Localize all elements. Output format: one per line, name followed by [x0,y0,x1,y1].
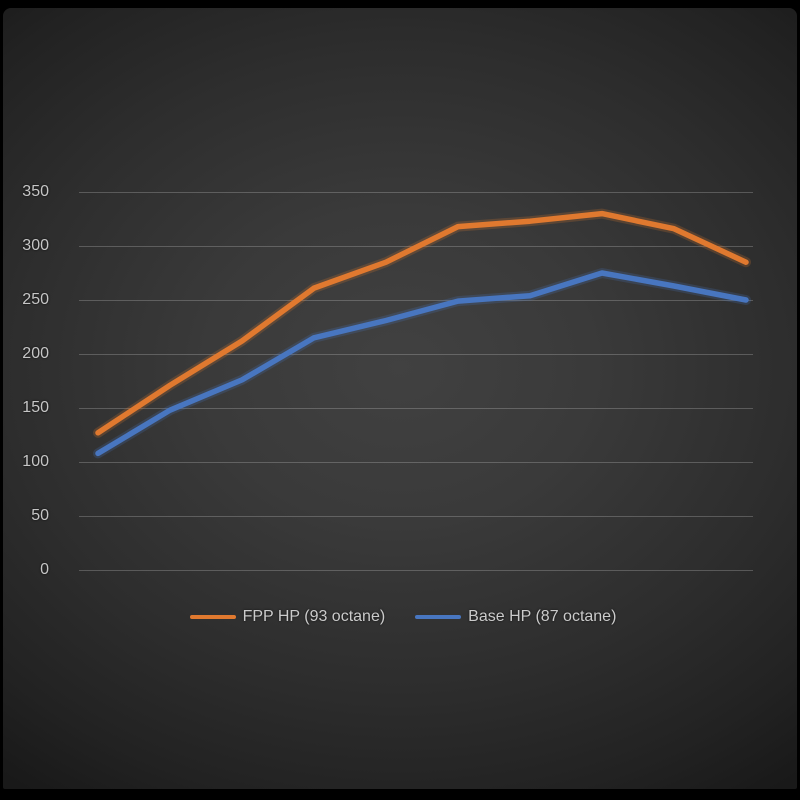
legend-swatch-line [415,615,462,619]
gridline [79,516,753,517]
photo-background: 350 300 250 200 150 100 50 0 FPP HP (93 octane)… [3,8,797,789]
gridline [79,408,753,409]
legend: FPP HP (93 octane) Base HP (87 octane) [3,607,800,627]
y-axis-tick-label: 150 [22,399,49,416]
fpp-hp-line [95,210,749,436]
base-hp-line-glow [93,268,751,459]
gridline [79,570,753,571]
y-axis-tick-label: 350 [22,183,49,200]
y-axis-tick-label: 200 [22,345,49,362]
legend-item-fpp-hp: FPP HP (93 octane) [189,607,386,627]
legend-item-base-hp: Base HP (87 octane) [415,607,616,627]
y-axis-tick-label: 0 [40,561,49,578]
base-hp-line [95,270,749,457]
gridline [79,462,753,463]
legend-label: FPP HP (93 octane) [242,608,386,625]
y-axis-tick-label: 250 [22,291,49,308]
gridline [79,192,753,193]
y-axis-tick-label: 100 [22,453,49,470]
legend-swatch-line [189,615,236,619]
hp-dyno-line-chart: 350 300 250 200 150 100 50 0 FPP HP (93 octane)… [3,8,797,789]
y-axis-tick-label: 300 [22,237,49,254]
y-axis-tick-label: 50 [31,507,49,524]
plot-lines-layer [93,208,751,459]
legend-label: Base HP (87 octane) [468,608,617,625]
gridline [79,354,753,355]
gridline [79,300,753,301]
